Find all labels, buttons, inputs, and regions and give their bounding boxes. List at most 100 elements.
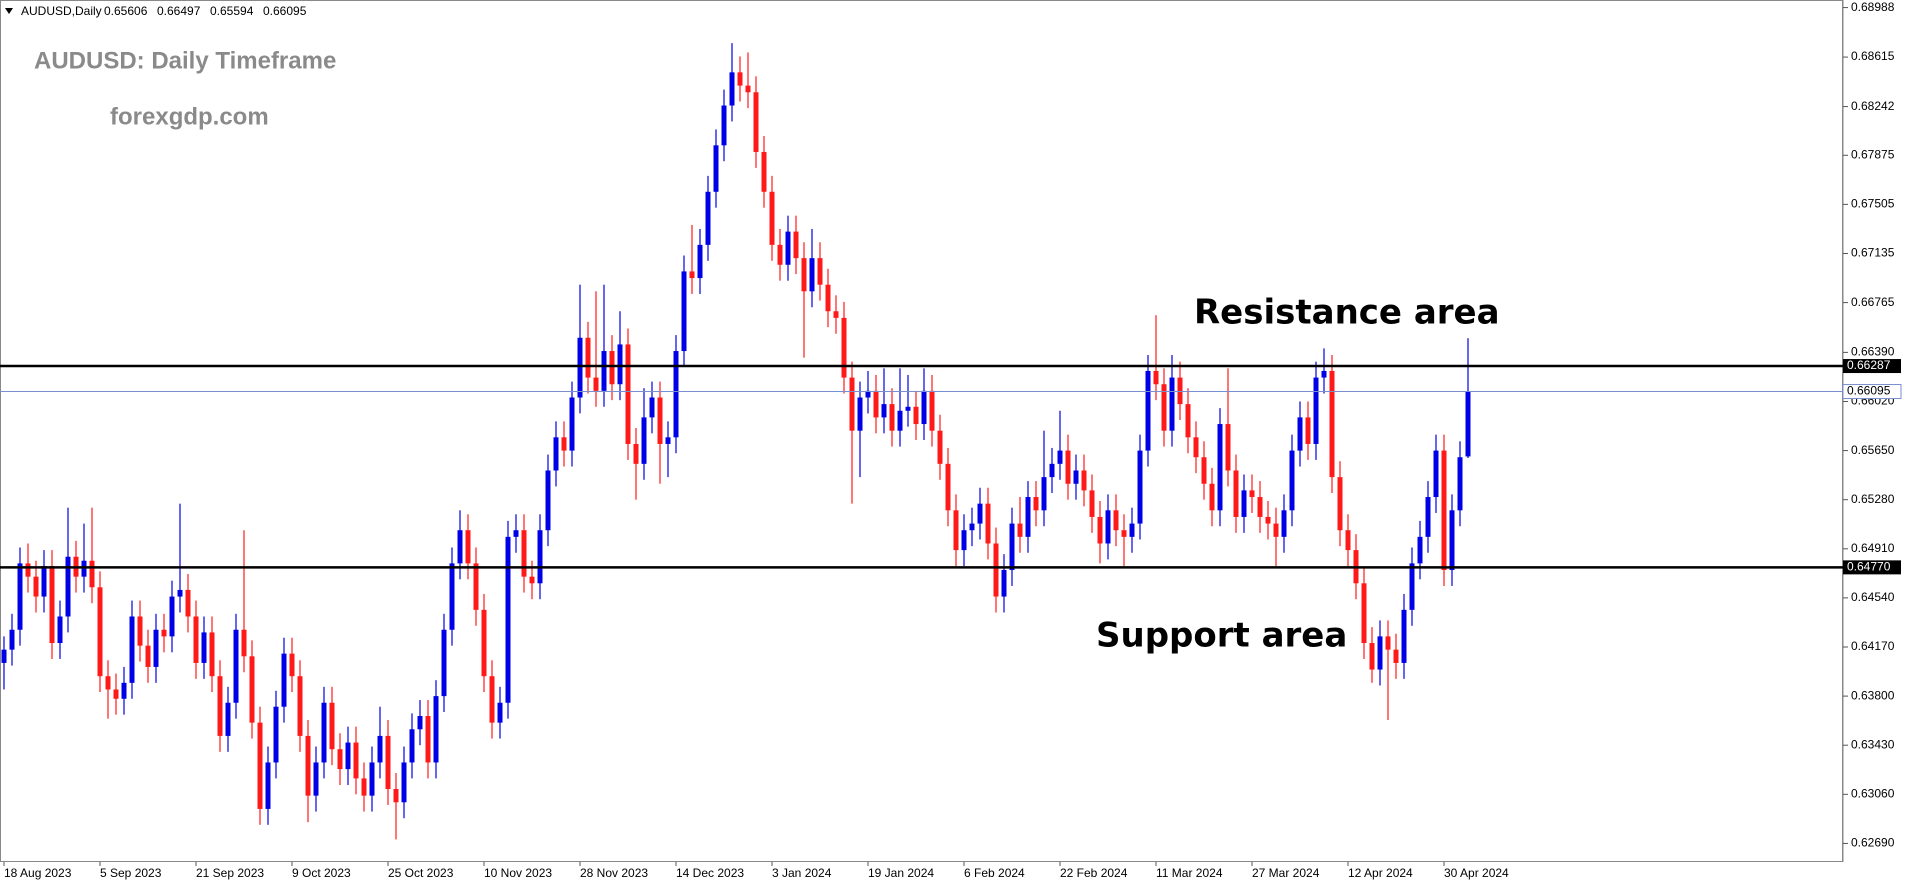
x-tick-label: 27 Mar 2024 [1252,866,1320,880]
candle-body [1417,536,1423,564]
candle-body [481,609,487,677]
candle-body [713,145,719,192]
candle-body [889,404,895,431]
candle-body [281,653,287,707]
candle-body [1377,636,1383,670]
candle-body [849,377,855,431]
candle-body [177,589,183,597]
candle-body [465,530,471,564]
level-label-box [1843,560,1901,575]
candle-body [1217,424,1223,511]
candle-body [1393,649,1399,663]
candle-body [489,676,495,723]
candle-body [1305,417,1311,444]
candle-body [1145,370,1151,451]
candle-body [1345,530,1351,551]
candle-body [1465,391,1471,457]
y-tick-label: 0.66390 [1851,345,1895,359]
candle-body [97,587,103,677]
candle-body [1409,563,1415,610]
candle-body [969,523,975,531]
x-tick-label: 19 Jan 2024 [868,866,934,880]
candle-body [9,629,15,650]
candle-body [1009,523,1015,571]
candle-body [361,778,367,796]
candle-body [801,258,807,292]
plot-frame [0,0,1843,862]
candle-body [25,563,31,577]
candle-body [945,463,951,511]
candle-body [553,437,559,471]
candle-body [1089,490,1095,517]
candle-body [433,696,439,763]
candle-body [609,351,615,385]
candle-body [105,676,111,690]
candle-body [1313,377,1319,444]
candle-body [321,702,327,763]
x-tick-label: 18 Aug 2023 [4,866,72,880]
candle-body [993,543,999,597]
y-tick-label: 0.68242 [1851,99,1895,113]
candle-body [873,390,879,418]
candle-body [665,437,671,444]
y-tick-label: 0.67505 [1851,197,1895,211]
candle-body [793,231,799,259]
candle-body [89,560,95,588]
level-label-box [1843,359,1901,374]
candle-body [1281,510,1287,537]
candle-body [257,722,263,809]
candle-body [961,530,967,551]
candle-body [521,530,527,577]
candle-body [1209,483,1215,511]
candle-body [1241,490,1247,517]
candle-body [1137,450,1143,524]
candle-body [1433,450,1439,498]
candle-body [313,762,319,796]
candle-body [57,616,63,644]
candle-body [417,716,423,730]
x-tick-label: 11 Mar 2024 [1156,866,1223,880]
candle-body [513,530,519,537]
candle-body [1033,497,1039,511]
candle-body [1265,516,1271,524]
price-label: 0.66095 [1847,384,1891,398]
candle-body [1041,477,1047,511]
candle-body [401,762,407,803]
candle-body [1129,523,1135,537]
candle-body [729,72,735,106]
candle-body [1361,583,1367,644]
candle-body [185,589,191,617]
y-tick-label: 0.66765 [1851,295,1895,309]
candle-body [225,702,231,736]
candle-body [1161,384,1167,431]
candle-body [121,682,127,699]
candle-body [1065,450,1071,484]
candle-body [1105,510,1111,544]
candle-body [1177,377,1183,405]
candle-body [657,397,663,444]
candle-body [137,616,143,646]
candle-body [345,742,351,770]
candle-body [65,556,71,617]
x-tick-label: 30 Apr 2024 [1444,866,1509,880]
candle-body [905,406,911,411]
candle-body [1,649,7,663]
candle-body [1113,510,1119,531]
candle-body [233,629,239,703]
candle-body [249,656,255,723]
x-tick-label: 25 Oct 2023 [388,866,454,880]
open-value: 0.65606 [104,4,148,18]
candle-body [1169,377,1175,431]
candle-body [33,576,39,597]
candle-body [809,258,815,292]
candle-body [1385,636,1391,650]
y-tick-label: 0.64910 [1851,541,1895,555]
symbol: AUDUSD,Daily [21,4,102,18]
candle-body [577,337,583,398]
y-tick-label: 0.67135 [1851,246,1895,260]
candle-body [625,344,631,444]
candle-body [241,629,247,657]
candle-body [857,397,863,431]
